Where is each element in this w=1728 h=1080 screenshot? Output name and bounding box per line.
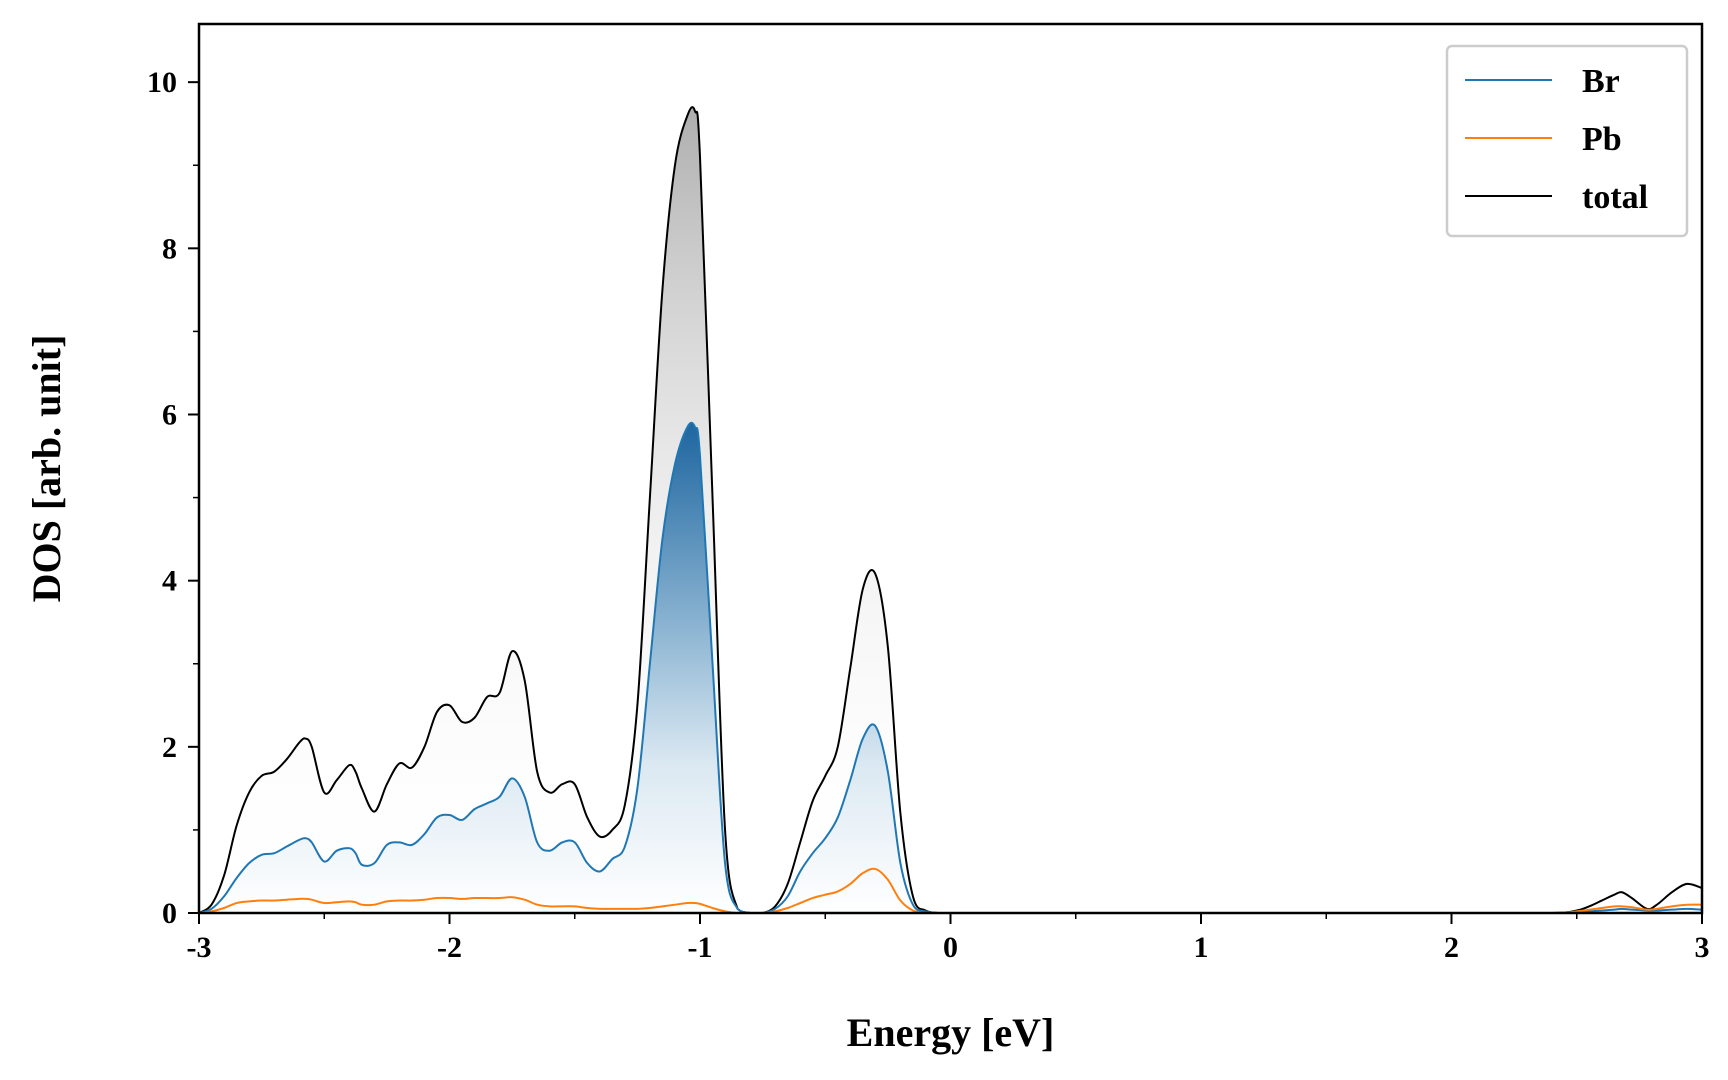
y-axis: 0 2 4 6 8 10	[147, 66, 199, 930]
y-tick-label: 10	[147, 66, 177, 99]
series-br-fill	[199, 422, 1702, 913]
x-axis-title: Energy [eV]	[847, 1010, 1055, 1055]
legend-label-total: total	[1582, 179, 1648, 216]
x-tick-label: 1	[1194, 931, 1209, 964]
x-tick-label: -1	[688, 931, 713, 964]
legend-box	[1445, 44, 1689, 238]
legend-label-br: Br	[1582, 63, 1620, 100]
y-tick-label: 4	[162, 565, 177, 598]
y-axis-title: DOS [arb. unit]	[24, 335, 69, 603]
y-tick-label: 0	[162, 897, 177, 930]
series-br-line	[199, 421, 1702, 913]
x-tick-label: -3	[187, 931, 212, 964]
x-tick-label: -2	[437, 931, 462, 964]
y-tick-label: 2	[162, 731, 177, 764]
y-tick-label: 8	[162, 232, 177, 265]
series-total-fill	[199, 107, 1702, 913]
legend-label-pb: Pb	[1582, 121, 1622, 158]
y-tick-label: 6	[162, 398, 177, 431]
x-tick-label: 2	[1444, 931, 1459, 964]
legend: Br Pb total	[1445, 44, 1689, 238]
x-tick-label: 3	[1695, 931, 1710, 964]
x-tick-label: 0	[943, 931, 958, 964]
x-axis: -3 -2 -1 0 1 2 3	[187, 913, 1710, 964]
